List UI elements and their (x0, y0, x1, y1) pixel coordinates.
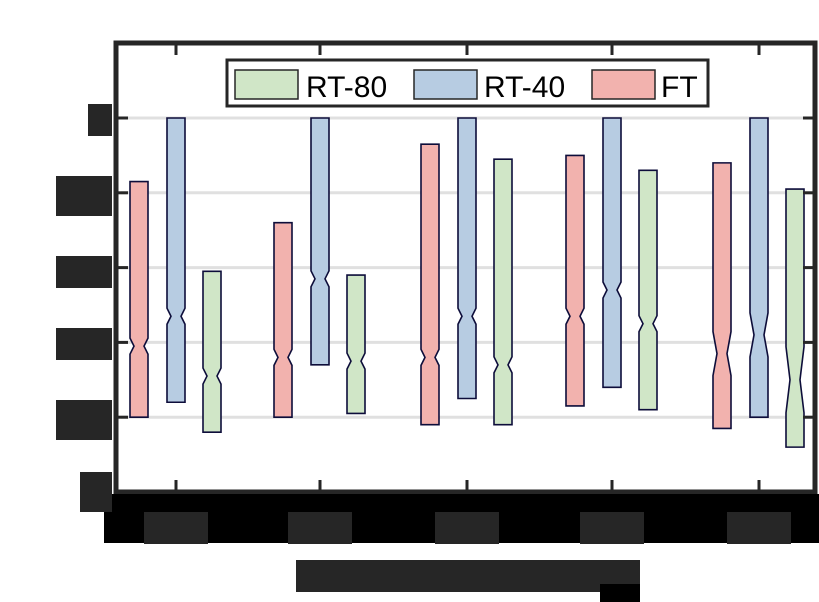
x-tick-label-redacted (144, 512, 208, 544)
legend-label-rt40: RT-40 (484, 71, 565, 104)
legend-label-rt80: RT-80 (306, 71, 387, 104)
box-rt-80-2 (346, 274, 366, 415)
x-tick-label-redacted (288, 512, 352, 544)
legend-swatch-rt80 (234, 69, 299, 100)
box-ft-3 (420, 143, 440, 426)
box-ft-5 (712, 162, 732, 430)
box-rt-80-3 (493, 158, 513, 426)
y-tick-label-redacted (56, 400, 112, 440)
box-rt-40-1 (166, 117, 186, 404)
axes-frame (113, 40, 818, 495)
box-ft-2 (273, 221, 293, 418)
box-ft-4 (565, 154, 585, 407)
box-rt-80-4 (638, 169, 658, 411)
y-tick-label-redacted (88, 104, 112, 136)
x-axis-label-redacted (296, 560, 640, 592)
y-tick-label-redacted (56, 176, 112, 216)
box-rt-40-4 (602, 117, 622, 389)
legend-item-rt80: RT-80 (234, 69, 387, 104)
box-groups (129, 117, 805, 448)
box-rt-40-2 (310, 117, 330, 366)
box-rt-80-1 (202, 270, 222, 433)
box-rt-40-3 (457, 117, 477, 400)
y-tick-label-redacted (80, 472, 112, 512)
legend-item-rt40: RT-40 (413, 69, 565, 104)
box-rt-40-5 (749, 117, 769, 418)
x-tick-label-redacted (727, 512, 791, 544)
box-ft-1 (129, 180, 149, 418)
legend: RT-80 RT-40 FT (225, 58, 710, 108)
legend-swatch-rt40 (413, 69, 478, 100)
x-tick-label-redacted (580, 512, 644, 544)
x-axis-label-redacted-tail (600, 584, 640, 602)
x-tick-label-redacted (435, 512, 499, 544)
redacted-labels (56, 104, 819, 602)
box-rt-80-5 (785, 188, 805, 448)
legend-swatch-ft (591, 69, 656, 100)
legend-item-ft: FT (591, 69, 698, 104)
y-tick-label-redacted (56, 256, 112, 288)
legend-label-ft: FT (661, 71, 698, 104)
y-tick-label-redacted (56, 328, 112, 360)
plot-frame (113, 40, 818, 495)
